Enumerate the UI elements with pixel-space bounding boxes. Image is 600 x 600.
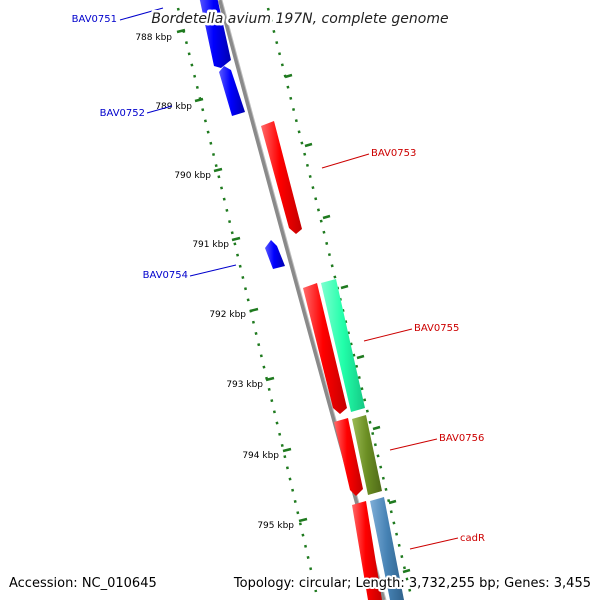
cog-block-cadr[interactable] xyxy=(370,497,404,600)
gene-cadr[interactable] xyxy=(352,501,382,600)
leader-line xyxy=(409,537,459,550)
leader-line xyxy=(321,153,370,169)
tick-mark xyxy=(231,236,241,242)
gene-label-bav0752[interactable]: BAV0752 xyxy=(100,108,145,119)
tick-mark xyxy=(298,517,308,523)
gene-label-bav0754[interactable]: BAV0754 xyxy=(143,270,188,281)
leader-line xyxy=(389,438,438,451)
gene-bav0751[interactable] xyxy=(199,0,231,68)
leader-line xyxy=(363,328,413,342)
tick-label-792: 792 kbp xyxy=(209,310,246,320)
gene-bav0753[interactable] xyxy=(261,121,302,234)
leader-line xyxy=(189,264,237,277)
gene-label-bav0755[interactable]: BAV0755 xyxy=(414,323,459,334)
genome-summary-text: Topology: circular; Length: 3,732,255 bp… xyxy=(233,576,591,591)
tick-label-790: 790 kbp xyxy=(174,171,211,181)
gene-bav0752[interactable] xyxy=(219,66,245,116)
tick-mark xyxy=(249,307,259,313)
tick-mark xyxy=(213,167,223,173)
scale-ticks: 788 kbp 789 kbp 790 kbp 791 kbp 792 kbp … xyxy=(135,28,308,531)
accession-text: Accession: NC_010645 xyxy=(9,576,157,591)
tick-label-795: 795 kbp xyxy=(257,521,294,531)
gene-label-bav0751[interactable]: BAV0751 xyxy=(72,14,117,25)
gene-label-bav0753[interactable]: BAV0753 xyxy=(371,148,416,159)
cog-track xyxy=(321,279,404,600)
gene-bav0755[interactable] xyxy=(303,283,347,414)
tick-mark xyxy=(194,97,204,103)
gene-labels: BAV0751 BAV0752 BAV0753 BAV0754 BAV0755 … xyxy=(72,7,485,550)
gene-label-cadr[interactable]: cadR xyxy=(460,533,485,544)
leader-line xyxy=(146,105,173,114)
tick-mark xyxy=(282,447,292,453)
tick-mark xyxy=(176,28,186,34)
cog-block-bav0756[interactable] xyxy=(352,415,382,495)
gene-bav0754[interactable] xyxy=(265,240,285,269)
tick-label-788: 788 kbp xyxy=(135,33,172,43)
tick-label-789: 789 kbp xyxy=(155,102,192,112)
outer-ring-ticks xyxy=(284,73,411,574)
gene-bav0756[interactable] xyxy=(334,418,363,496)
tick-label-793: 793 kbp xyxy=(226,380,263,390)
reverse-strand-genes xyxy=(199,0,285,269)
scale-ring xyxy=(176,7,318,593)
tick-mark xyxy=(265,376,275,382)
cog-block-bav0755[interactable] xyxy=(321,279,365,412)
tick-label-791: 791 kbp xyxy=(192,240,229,250)
map-title: Bordetella avium 197N, complete genome xyxy=(151,11,448,27)
forward-strand-genes xyxy=(261,121,382,600)
tick-label-794: 794 kbp xyxy=(242,451,279,461)
gene-label-bav0756[interactable]: BAV0756 xyxy=(439,433,484,444)
leader-line xyxy=(119,7,164,21)
